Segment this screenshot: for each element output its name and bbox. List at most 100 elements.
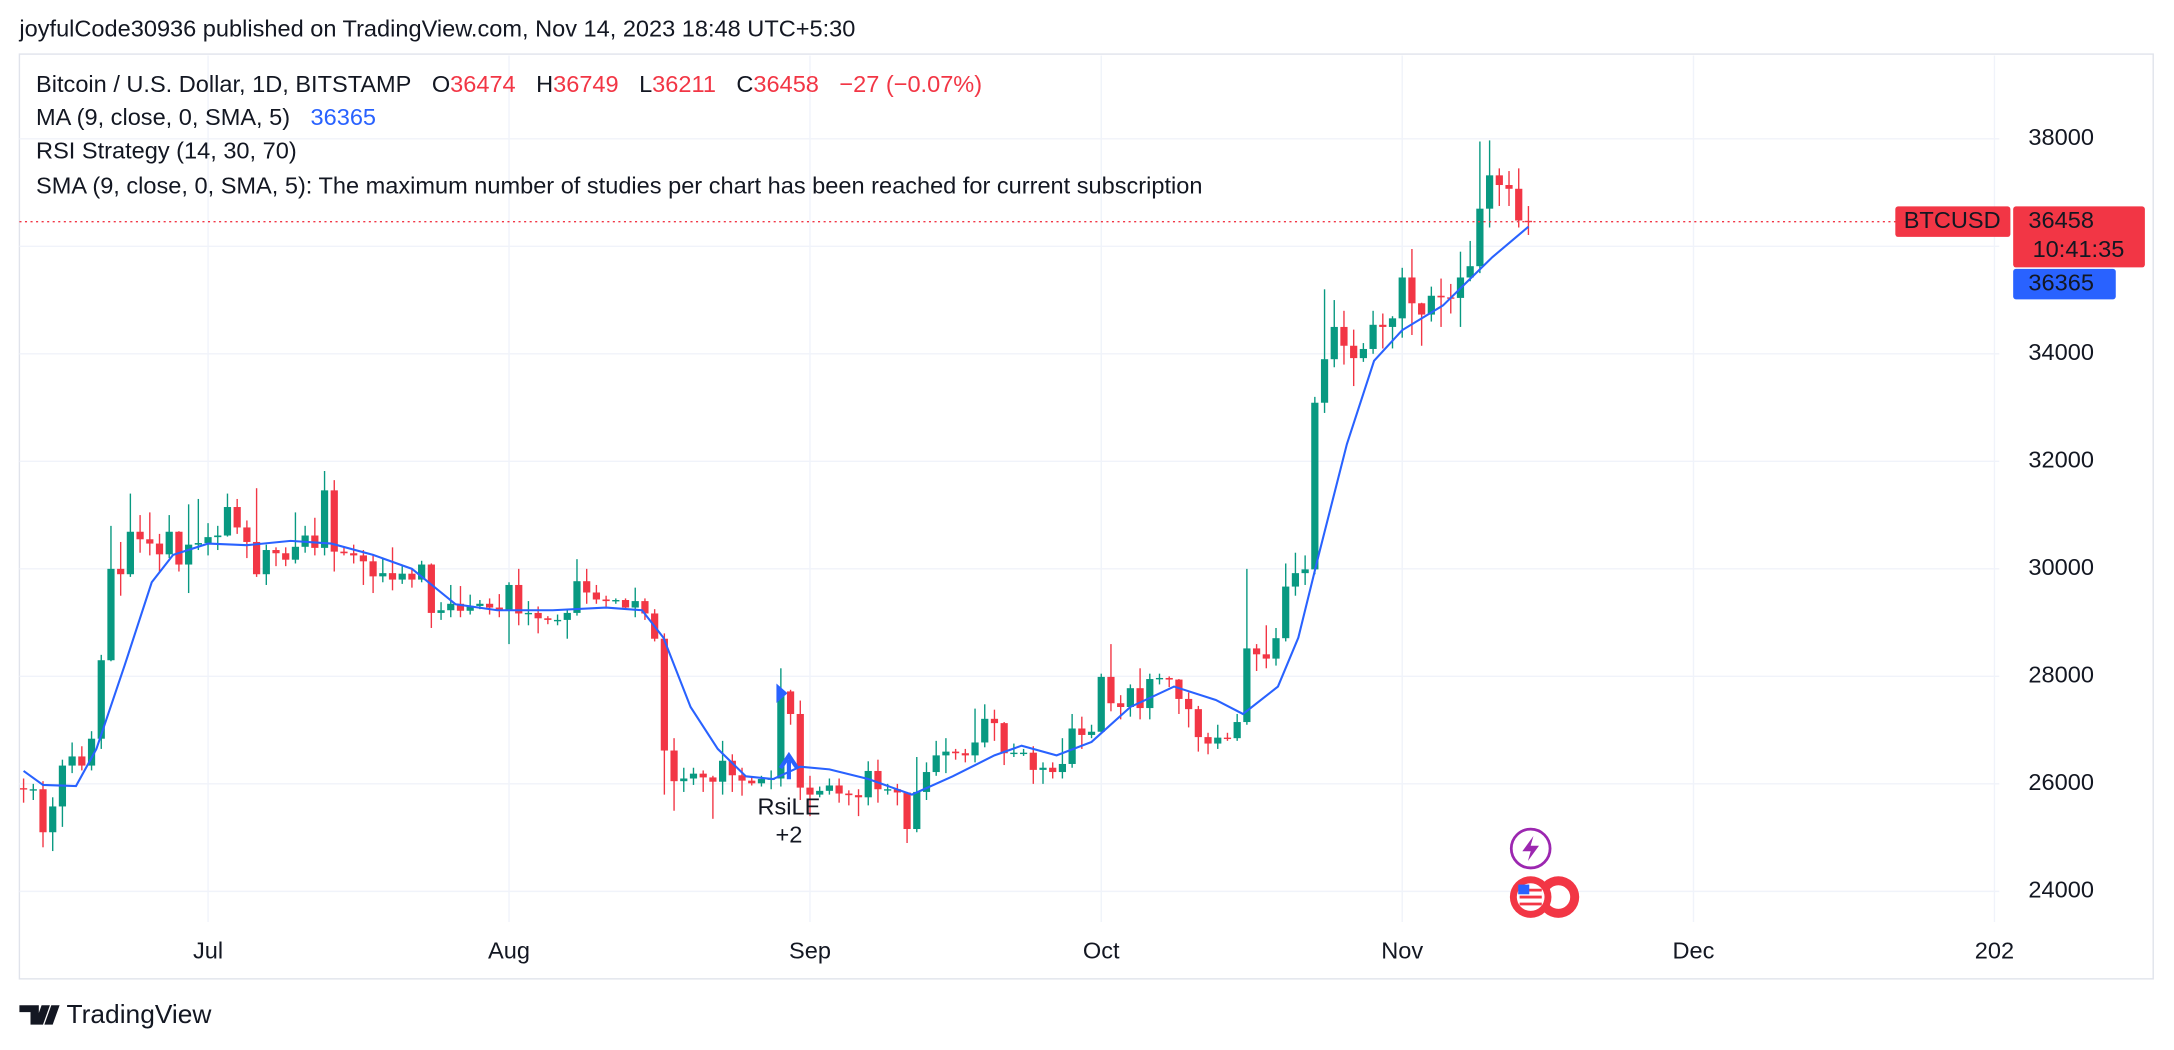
candle-body (437, 610, 445, 613)
price-label: 36458 (2028, 207, 2094, 233)
candle-body (97, 660, 105, 739)
candle-body (1019, 752, 1028, 755)
candle-body (952, 751, 960, 754)
candle-body (932, 755, 940, 773)
ma-label: 36365 (2028, 269, 2094, 295)
candle-body (146, 539, 154, 544)
candle-body (1388, 318, 1397, 327)
candle-body (1107, 676, 1115, 704)
candle-body (204, 537, 212, 544)
overlay: BTCUSD 36458 10:41:35 36365 (19, 206, 2145, 796)
candle-body (388, 573, 397, 580)
candle-body (485, 603, 494, 608)
candle-body (1272, 638, 1280, 659)
candle-body (942, 751, 950, 756)
price-tag (2013, 206, 2145, 268)
x-tick-label: Oct (1083, 938, 1120, 964)
ticker-label: BTCUSD (1904, 207, 2001, 233)
candle-body (505, 584, 513, 611)
candle-body (1097, 676, 1105, 732)
candle-body (78, 756, 86, 766)
candle-body (291, 546, 300, 560)
candle-body (631, 601, 639, 608)
candle-body (19, 788, 28, 790)
candle-body (155, 543, 164, 555)
candle-body (1078, 728, 1086, 735)
candle-body (816, 790, 824, 795)
candle-body (262, 550, 270, 575)
candle-body (1155, 677, 1164, 680)
candle-body (282, 553, 290, 560)
candle-body (1252, 648, 1261, 655)
candle-body (1311, 402, 1319, 570)
candle-body (1476, 208, 1484, 267)
candle-body (641, 601, 649, 614)
ma-line (22, 225, 1530, 796)
candle-body (359, 555, 367, 562)
candle-body (670, 750, 678, 782)
signal-label: RsiLE (757, 794, 820, 820)
candle-body (476, 603, 484, 606)
y-tick-label: 26000 (2028, 769, 2094, 795)
candle-body (515, 584, 523, 614)
x-tick-label: Sep (789, 938, 831, 964)
x-tick-label: Nov (1381, 938, 1423, 964)
close-value: 36458 (753, 71, 819, 97)
candle-body (1291, 573, 1300, 587)
candle-body (126, 531, 134, 575)
signal-qty: +2 (775, 821, 802, 847)
candle-body (68, 756, 76, 766)
published-line: joyfulCode30936 published on TradingView… (18, 16, 855, 42)
candle-body (845, 793, 853, 796)
candle-body (563, 612, 571, 620)
candle-body (602, 599, 610, 602)
candle-body (1485, 175, 1494, 209)
candle-body (1301, 569, 1309, 574)
candle-body (1466, 266, 1474, 278)
y-tick-label: 24000 (2028, 877, 2094, 903)
candle-body (427, 564, 435, 613)
candle-body (1233, 722, 1241, 739)
candle-body (456, 603, 465, 611)
candle-body (990, 718, 999, 724)
candle-body (350, 553, 358, 556)
candle-body (194, 543, 202, 545)
x-tick-label: Jul (193, 938, 223, 964)
high-value: 36749 (553, 71, 619, 97)
candle-body (1320, 359, 1329, 403)
candle-body (379, 573, 387, 577)
change: −27 (−0.07%) (839, 71, 982, 97)
candle-body (553, 619, 562, 622)
y-tick-label: 38000 (2028, 124, 2094, 150)
candle-body (777, 691, 785, 779)
close-label: C (736, 71, 753, 97)
ticker-tag (1895, 206, 2011, 237)
candle-body (573, 581, 581, 613)
candle-body (1029, 752, 1037, 770)
candle-body (748, 780, 756, 784)
ma-tag (2013, 268, 2116, 300)
candle-body (544, 618, 552, 620)
candle-body (175, 531, 183, 565)
candle-body (1175, 679, 1183, 699)
candle-body (689, 773, 698, 779)
candle-body (398, 573, 406, 580)
candle-body (534, 612, 542, 619)
signal-marker (776, 683, 788, 703)
x-tick-label: Aug (488, 938, 530, 964)
candle-body (621, 600, 630, 608)
candle-body (1330, 326, 1338, 360)
high-label: H (536, 71, 553, 97)
candle-body (320, 490, 329, 548)
grid: 2400026000280003000032000340003600038000… (19, 55, 2094, 964)
candle-body (330, 490, 338, 552)
candle-body (1437, 295, 1445, 298)
candle-body (1418, 303, 1426, 315)
candle-body (825, 785, 834, 791)
candle-body (214, 535, 222, 538)
candle-body (903, 792, 911, 830)
candle-body (1408, 277, 1416, 304)
x-tick-label: 202 (1975, 938, 2014, 964)
rsi-legend: RSI Strategy (14, 30, 70) (36, 138, 297, 164)
